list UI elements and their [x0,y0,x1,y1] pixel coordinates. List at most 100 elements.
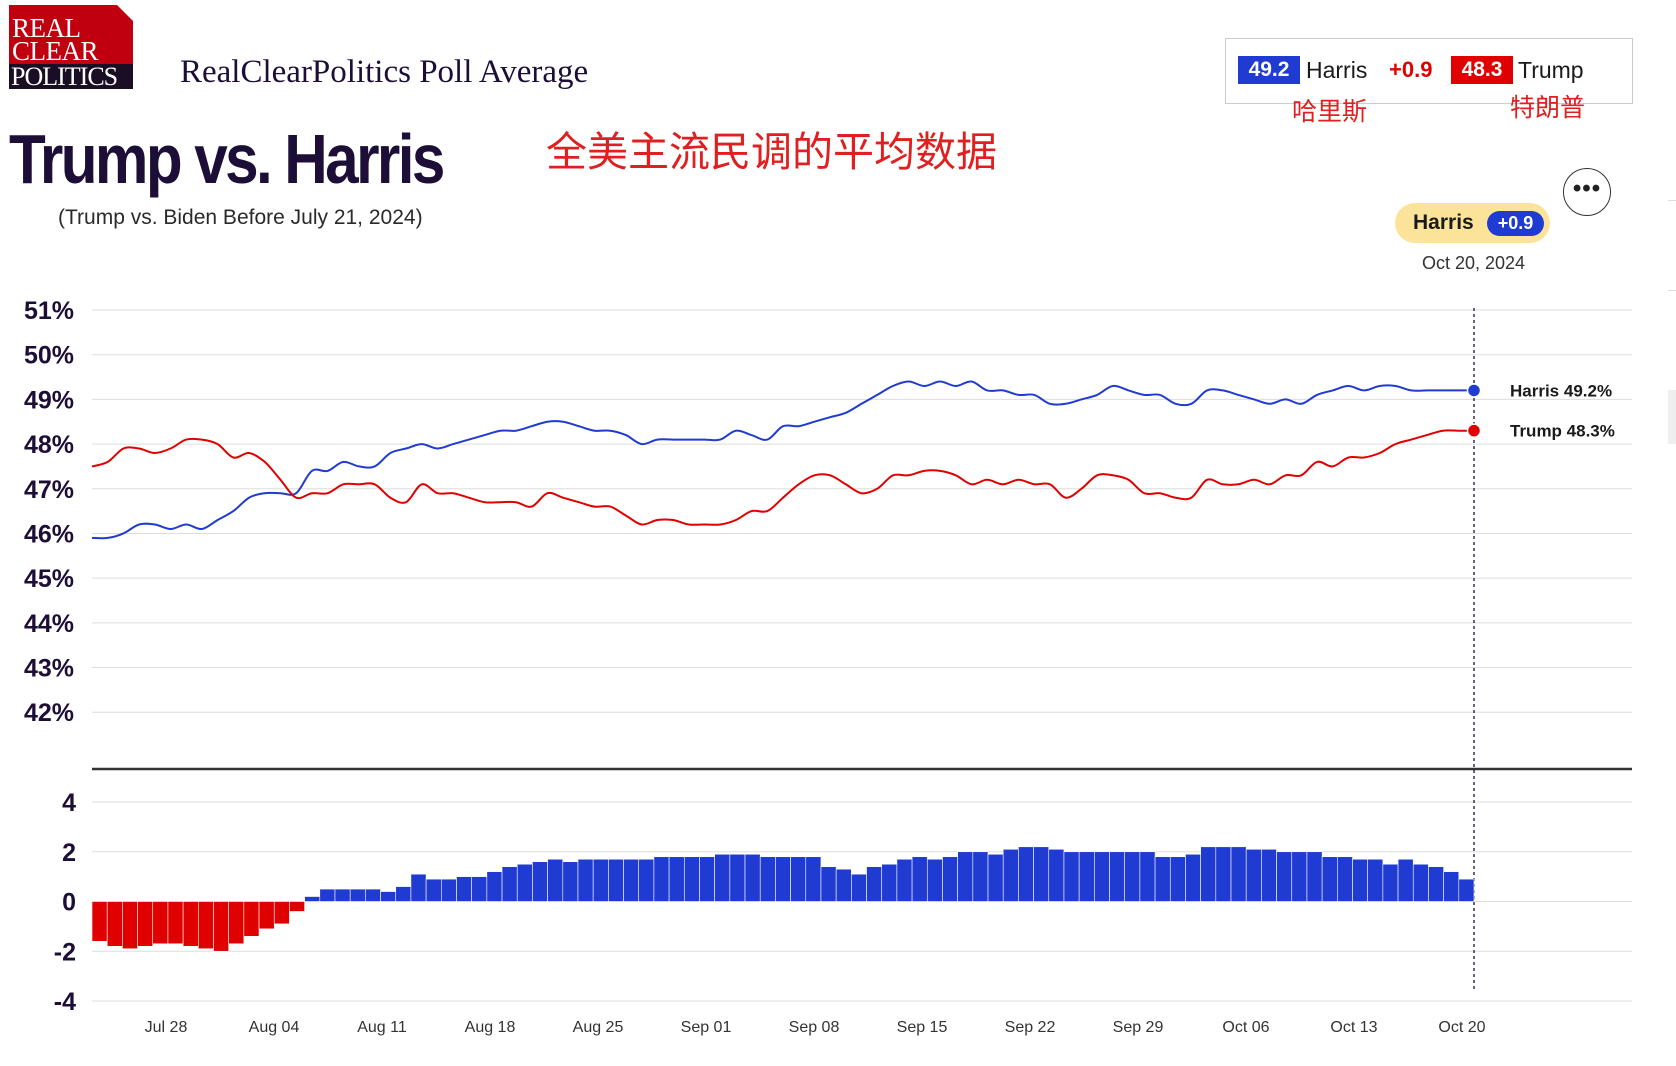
spread-bar [1291,851,1308,902]
spread-bar [122,901,138,950]
spread-bar [425,878,442,902]
spread-bar [638,858,655,902]
tooltip-leader: Harris [1413,211,1474,234]
spread-bar [1397,858,1414,902]
spread-bar [608,858,624,902]
spread-bar [881,863,898,902]
spread-bar [440,878,457,902]
harris-name: Harris [1306,57,1368,83]
y-tick-label: 51% [24,297,74,325]
page-title: Trump vs. Harris [9,120,445,198]
logo-line-3: POLITICS [9,64,133,89]
spread-bar [623,858,640,902]
x-tick-label: Sep 22 [1005,1019,1056,1036]
spread-bar [577,858,594,902]
logo-corner-fold [117,5,133,21]
y-tick-label: 42% [24,699,74,727]
logo-line-2: CLEAR [12,36,99,66]
y-tick-label: 49% [24,386,74,414]
spread-bar [896,858,913,902]
spread-bar [501,866,518,902]
spread-bar [1018,846,1034,902]
y-tick-label: 43% [24,655,74,683]
trump-chinese-label: 特朗普 [1510,94,1586,122]
spread-bar [1230,846,1247,902]
spread-bar [243,901,260,937]
spread-bar [1412,863,1429,902]
source-label: RealClearPolitics Poll Average [180,54,589,90]
more-options-button[interactable]: ••• [1563,168,1611,216]
spread-bar [167,901,184,945]
spread-bar [1078,851,1095,902]
spread-bar [668,856,685,902]
spread-bar [759,856,776,902]
tooltip-date: Oct 20, 2024 [1422,253,1526,273]
spread-bar [790,856,807,902]
spread-tick-label: -2 [54,938,76,966]
spread-bar [258,901,275,930]
spread-bar [835,868,852,902]
spread-bar [1215,846,1232,902]
spread-bar [1185,853,1201,902]
rcp-logo[interactable]: REAL CLEAR POLITICS [9,5,133,89]
spread-bar [365,888,381,902]
harris-value-badge: 49.2 [1238,56,1300,84]
trump-value-badge: 48.3 [1451,56,1513,84]
trump-name: Trump [1518,57,1584,83]
spread-bar [471,876,488,902]
x-tick-label: Sep 08 [789,1019,840,1036]
spread-bar [714,853,731,902]
right-edge-scroll[interactable] [1668,390,1676,444]
candidate-legend: 49.2 Harris +0.9 48.3 Trump [1225,38,1633,104]
spread-bar [1109,851,1126,902]
right-edge-tick [1668,290,1676,291]
x-tick-label: Aug 11 [357,1019,407,1036]
x-tick-label: Oct 06 [1222,1019,1269,1036]
spread-bar [334,888,351,902]
y-tick-label: 50% [24,342,74,370]
spread-bar [213,901,229,952]
trump-line [91,429,1474,526]
spread-bar [1048,848,1065,902]
trump-end-marker [1466,423,1482,438]
spread-bar [1124,851,1141,902]
spread-tick-label: 0 [62,889,76,917]
spread-bar [1458,878,1475,902]
spread-bar [532,861,548,902]
spread-bar [1154,856,1171,902]
page-subtitle: (Trump vs. Biden Before July 21, 2024) [58,206,423,229]
spread-bar [106,901,123,947]
spread-bar [349,888,366,902]
leader-tooltip: Harris +0.9 [1395,203,1550,243]
spread-bar [1337,856,1353,902]
spread-bar [486,871,503,902]
spread-bar [547,858,564,902]
spread-bar [1428,866,1444,902]
spread-bar [198,901,214,950]
spread-bar [1169,856,1186,902]
spread-bar [319,888,336,902]
x-tick-label: Sep 15 [897,1019,948,1036]
y-tick-label: 46% [24,520,74,548]
harris-end-label: Harris 49.2% [1510,381,1612,400]
y-tick-label: 44% [24,610,74,638]
spread-bar [972,851,989,902]
spread-bar [1033,846,1050,902]
spread-bar [304,896,321,902]
trump-end-label: Trump 48.3% [1510,422,1615,441]
spread-bar [820,866,837,902]
spread-tick-label: 4 [62,789,76,817]
harris-chinese-label: 哈里斯 [1292,98,1368,126]
spread-bar [516,863,533,902]
spread-bar [775,856,791,902]
spread-bar [1443,871,1460,902]
harris-line [91,380,1474,540]
spread-bar [137,901,154,947]
spread-bar [1367,858,1384,902]
spread-bar [273,901,290,925]
spread-bar [182,901,199,947]
x-tick-label: Aug 18 [465,1019,516,1036]
spread-bar [744,853,761,902]
logo-line-1: REAL [12,13,81,43]
